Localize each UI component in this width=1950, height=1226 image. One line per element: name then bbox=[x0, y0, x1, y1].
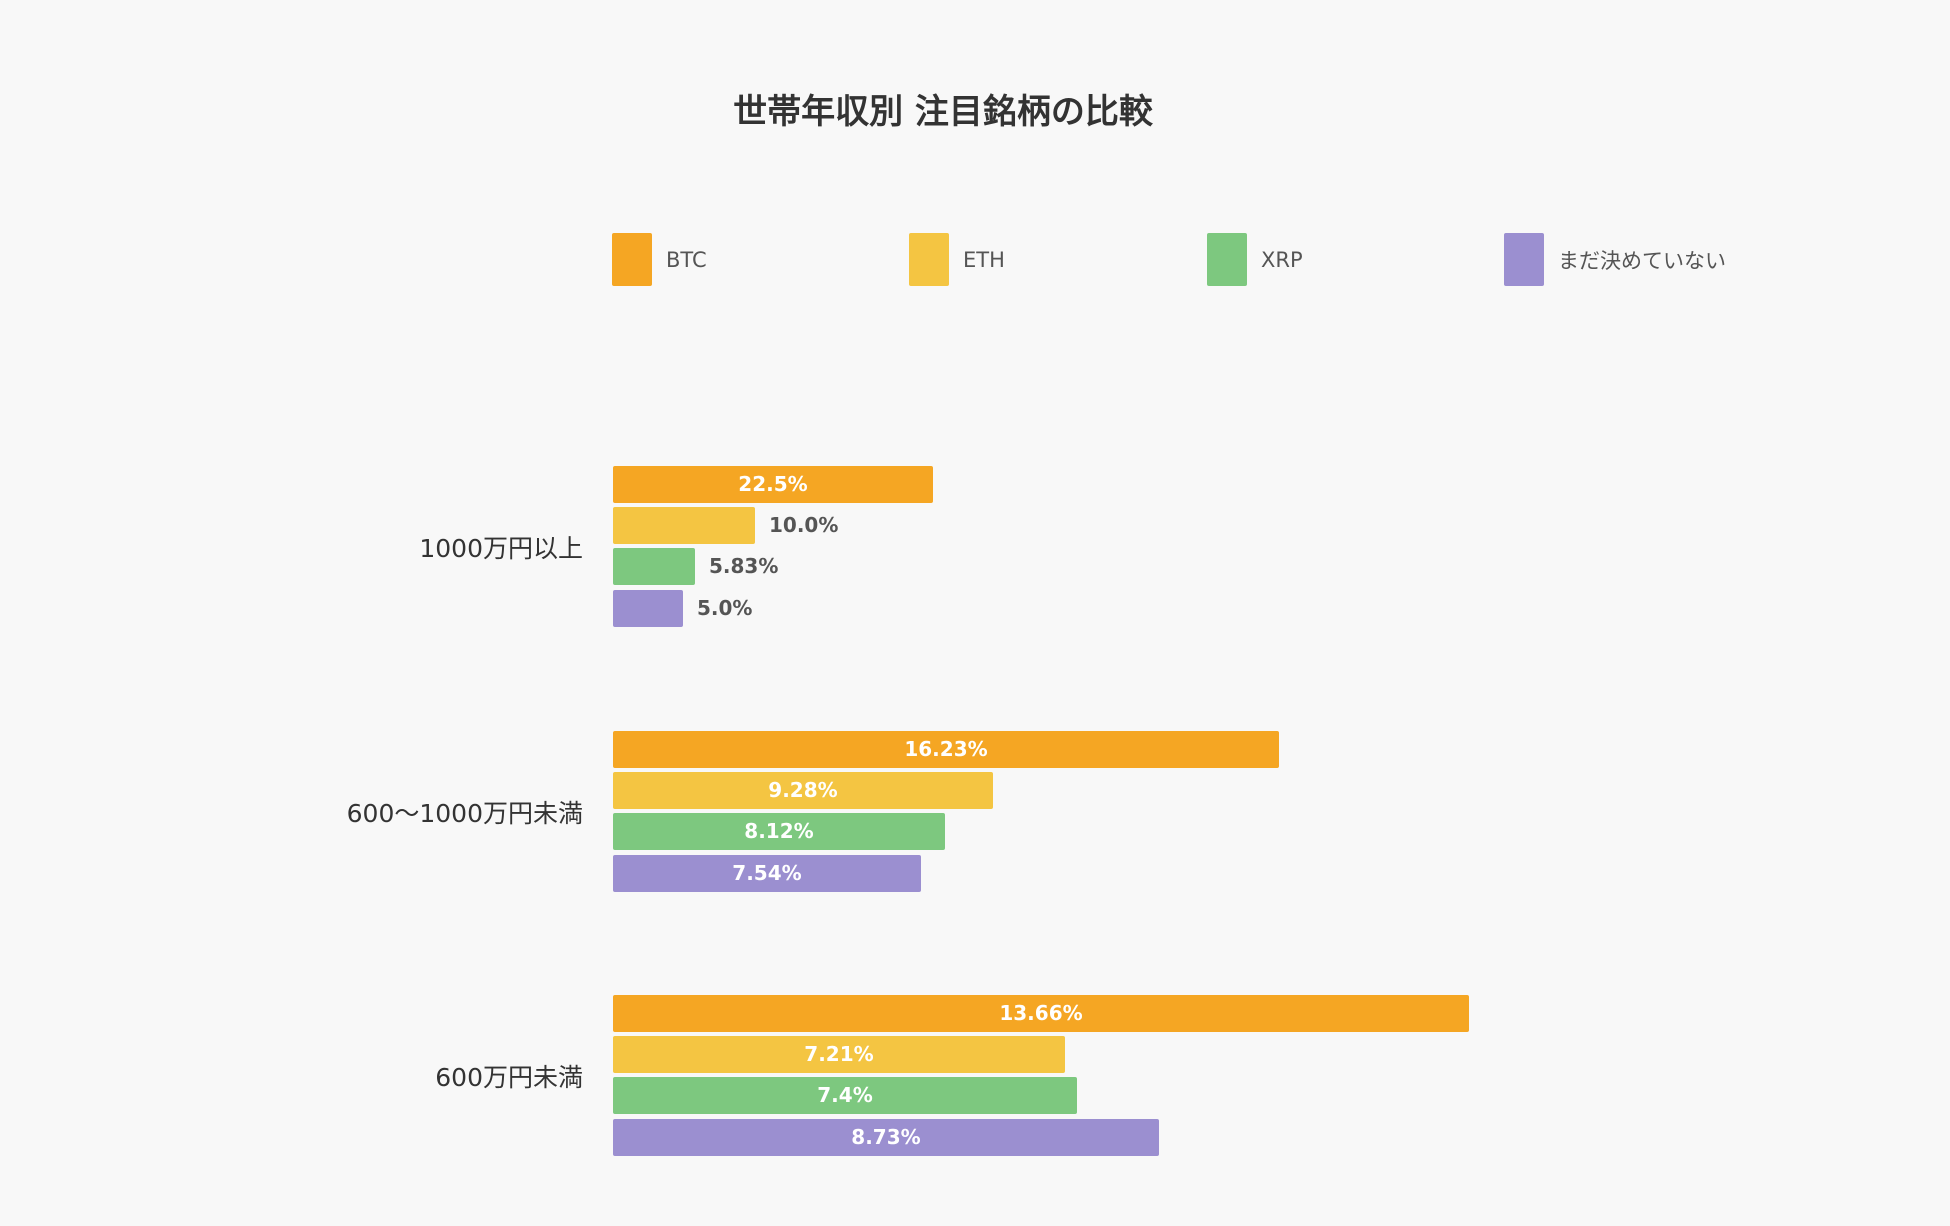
bar-value: 8.12% bbox=[744, 819, 814, 843]
bar-xrp[interactable] bbox=[613, 813, 945, 850]
legend-label-undecided: まだ決めていない bbox=[1558, 248, 1726, 273]
legend-item-eth[interactable]: ETH bbox=[909, 233, 1005, 286]
category-label: 1000万円以上 bbox=[419, 534, 583, 563]
bar-xrp[interactable] bbox=[613, 548, 695, 585]
legend-swatch-xrp bbox=[1207, 233, 1247, 286]
legend-swatch-undecided bbox=[1504, 233, 1544, 286]
bar-value: 22.5% bbox=[738, 472, 808, 496]
legend-label-eth: ETH bbox=[963, 247, 1005, 272]
bar-value: 9.28% bbox=[768, 778, 838, 802]
category-label: 600〜1000万円未満 bbox=[346, 799, 583, 828]
bar-eth[interactable] bbox=[613, 772, 993, 809]
bar-value: 5.83% bbox=[709, 554, 779, 578]
bar-btc[interactable] bbox=[613, 731, 1279, 768]
bar-btc[interactable] bbox=[613, 995, 1469, 1032]
category-label: 600万円未満 bbox=[435, 1063, 583, 1092]
bar-value: 7.4% bbox=[817, 1083, 873, 1107]
bar-undecided[interactable] bbox=[613, 590, 683, 627]
bar-undecided[interactable] bbox=[613, 1119, 1159, 1156]
legend-item-xrp[interactable]: XRP bbox=[1207, 233, 1303, 286]
bar-value: 16.23% bbox=[904, 737, 988, 761]
legend-label-xrp: XRP bbox=[1261, 247, 1303, 272]
legend-swatch-eth bbox=[909, 233, 949, 286]
bar-eth[interactable] bbox=[613, 507, 755, 544]
bar-value: 7.21% bbox=[804, 1042, 874, 1066]
bar-btc[interactable] bbox=[613, 466, 933, 503]
legend-label-btc: BTC bbox=[666, 247, 707, 272]
bar-value: 7.54% bbox=[732, 861, 802, 885]
legend-item-undecided[interactable]: まだ決めていない bbox=[1504, 233, 1726, 286]
bar-eth[interactable] bbox=[613, 1036, 1065, 1073]
bar-xrp[interactable] bbox=[613, 1077, 1077, 1114]
bar-value: 10.0% bbox=[769, 513, 839, 537]
chart-title: 世帯年収別 注目銘柄の比較 bbox=[733, 92, 1153, 132]
bar-undecided[interactable] bbox=[613, 855, 921, 892]
legend-item-btc[interactable]: BTC bbox=[612, 233, 707, 286]
bar-value: 13.66% bbox=[999, 1001, 1083, 1025]
bar-value: 8.73% bbox=[851, 1125, 921, 1149]
legend-swatch-btc bbox=[612, 233, 652, 286]
bar-value: 5.0% bbox=[697, 596, 753, 620]
